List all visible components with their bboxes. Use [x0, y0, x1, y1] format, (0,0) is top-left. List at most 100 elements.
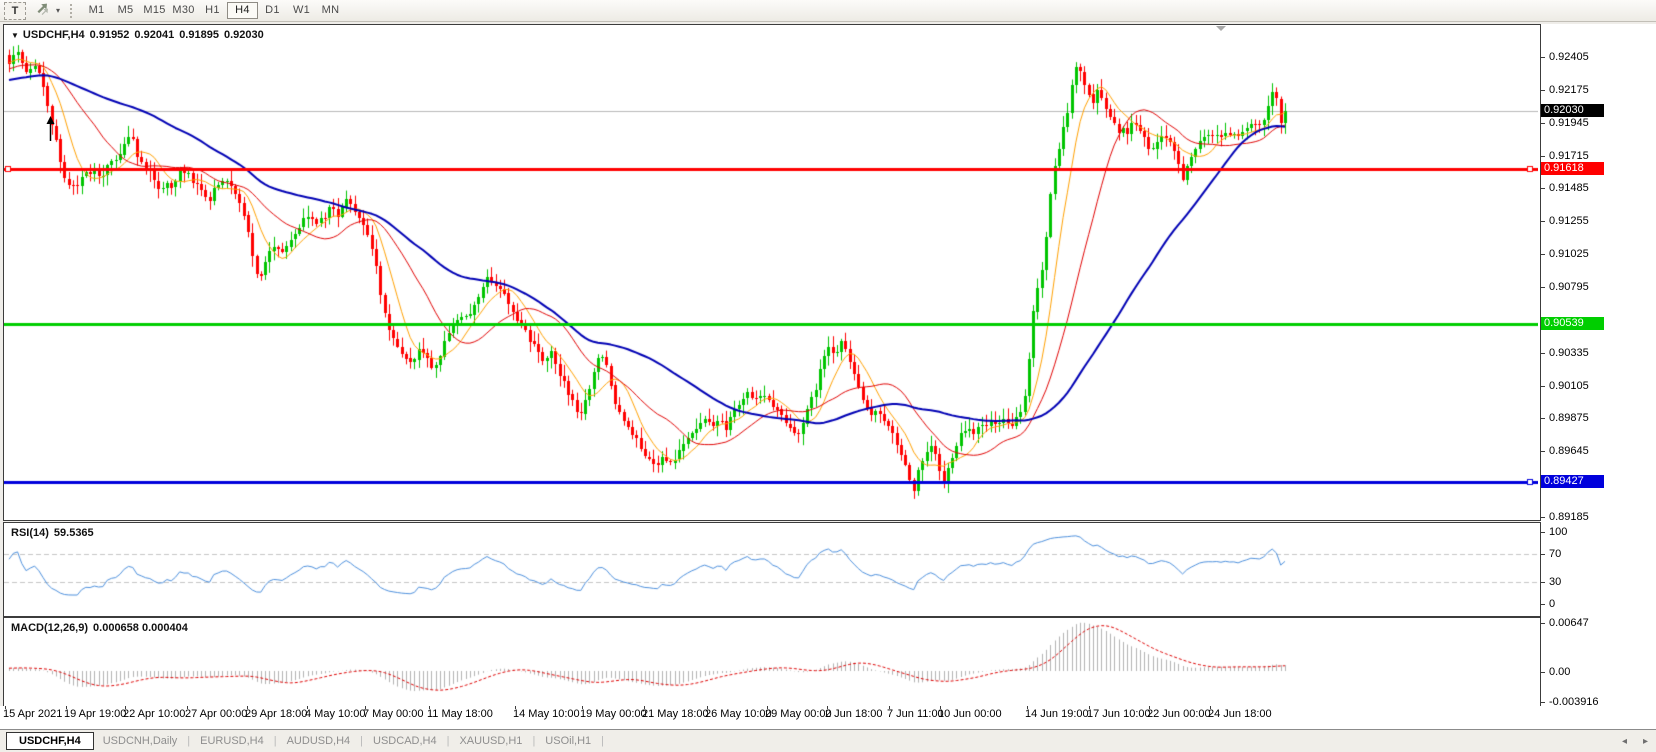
price-axis-label: 0.91255	[1549, 215, 1589, 227]
tab-scroll-right-icon[interactable]: ▸	[1642, 735, 1648, 747]
main-chart-canvas[interactable]	[4, 25, 1538, 518]
pivot-level-badge: 0.90539	[1541, 317, 1604, 330]
time-axis-label: 4 May 10:00	[305, 708, 366, 720]
rsi-canvas[interactable]	[4, 523, 1538, 614]
price-axis-tick	[1541, 517, 1545, 518]
time-axis-tick	[307, 706, 308, 709]
macd-axis-tick	[1541, 702, 1545, 703]
price-axis-label: 0.89185	[1549, 511, 1589, 523]
price-axis-label: 0.91945	[1549, 117, 1589, 129]
rsi-axis-label: 70	[1549, 548, 1562, 560]
time-axis-label: 17 Jun 10:00	[1087, 708, 1151, 720]
chart-tab-audusd-h4[interactable]: AUDUSD,H4	[286, 735, 351, 747]
support-level-badge: 0.89427	[1541, 475, 1604, 488]
up-arrow-annotation[interactable]	[45, 115, 56, 146]
macd-axis-tick	[1541, 623, 1545, 624]
tab-separator: |	[187, 735, 191, 747]
symbol-period-label: USDCHF,H4	[22, 29, 85, 41]
time-axis-tick	[644, 706, 645, 709]
macd-axis-label: -0.003916	[1549, 696, 1599, 708]
toolbar-separator	[70, 3, 74, 18]
chart-tab-usoil-h1[interactable]: USOil,H1	[545, 735, 592, 747]
time-axis-tick	[1210, 706, 1211, 709]
time-axis-tick	[582, 706, 583, 709]
time-axis-tick	[125, 706, 126, 709]
price-axis-label: 0.89875	[1549, 412, 1589, 424]
high-value: 0.92041	[134, 29, 175, 41]
toolbar: T ▾ M1 M5 M15 M30 H1 H4 D1 W1 MN	[0, 0, 1656, 22]
timeframe-button-mn[interactable]: MN	[321, 4, 340, 16]
price-axis-tick	[1541, 90, 1545, 91]
timeframe-button-m15[interactable]: M15	[143, 4, 166, 16]
chart-shift-marker	[1216, 26, 1226, 31]
timeframe-button-m5[interactable]: M5	[117, 4, 134, 16]
price-axis-tick	[1541, 254, 1545, 255]
time-axis-label: 29 Apr 18:00	[245, 708, 308, 720]
price-axis-tick	[1541, 418, 1545, 419]
price-axis-tick	[1541, 353, 1545, 354]
timeframe-button-w1[interactable]: W1	[292, 4, 311, 16]
macd-value: 0.000658 0.000404	[93, 622, 188, 634]
timeframe-button-m30[interactable]: M30	[172, 4, 195, 16]
time-axis-label: 7 Jun 11:00	[887, 708, 944, 720]
rsi-axis-tick	[1541, 582, 1545, 583]
time-axis-label: 14 Jun 19:00	[1025, 708, 1089, 720]
collapse-caret-icon[interactable]: ▼	[11, 31, 19, 40]
time-axis-label: 24 Jun 18:00	[1208, 708, 1272, 720]
chevron-down-icon[interactable]: ▾	[56, 6, 61, 15]
time-axis-tick	[515, 706, 516, 709]
macd-axis-label: 0.00647	[1549, 617, 1589, 629]
time-axis-tick	[767, 706, 768, 709]
timeframe-button-h4[interactable]: H4	[227, 2, 259, 19]
tab-bar: USDCHF,H4 USDCNH,Daily | EURUSD,H4 | AUDUSD,H…	[0, 729, 1656, 752]
main-chart-panel: ▼ USDCHF,H4 0.91952 0.92041 0.91895 0.92030	[3, 24, 1541, 521]
price-axis-tick	[1541, 386, 1545, 387]
macd-axis-label: 0.00	[1549, 666, 1571, 678]
price-axis-label: 0.91025	[1549, 248, 1589, 260]
time-axis-tick	[429, 706, 430, 709]
chart-tab-usdcad-h4[interactable]: USDCAD,H4	[373, 735, 437, 747]
rsi-name: RSI(14)	[11, 527, 49, 539]
price-axis-tick	[1541, 287, 1545, 288]
tab-scrollers: ◂ ▸	[1622, 730, 1648, 752]
rsi-value: 59.5365	[53, 527, 94, 539]
price-axis-tick	[1541, 156, 1545, 157]
time-axis-label: 2 Jun 18:00	[825, 708, 883, 720]
macd-label: MACD(12,26,9) 0.000658 0.000404	[11, 622, 188, 634]
current-price-badge: 0.92030	[1541, 104, 1604, 117]
chart-tab-usdcnh-daily[interactable]: USDCNH,Daily	[102, 735, 178, 747]
tab-scroll-left-icon[interactable]: ◂	[1621, 735, 1627, 747]
time-axis-label: 19 May 00:00	[580, 708, 647, 720]
time-axis-tick	[365, 706, 366, 709]
price-axis-tick	[1541, 123, 1545, 124]
timeframe-button-h1[interactable]: H1	[205, 4, 220, 16]
timeframe-button-m1[interactable]: M1	[88, 4, 105, 16]
price-axis-tick	[1541, 57, 1545, 58]
tab-separator: |	[532, 735, 536, 747]
time-axis-label: 21 May 18:00	[642, 708, 709, 720]
time-axis-label: 26 May 10:00	[705, 708, 772, 720]
rsi-axis-tick	[1541, 532, 1545, 533]
chart-tab-eurusd-h4[interactable]: EURUSD,H4	[200, 735, 264, 747]
price-axis-tick	[1541, 221, 1545, 222]
time-axis-tick	[1089, 706, 1090, 709]
text-tool-button[interactable]: T	[4, 1, 26, 20]
chart-tab-usdchf-h4[interactable]: USDCHF,H4	[6, 732, 94, 750]
rsi-axis-label: 0	[1549, 598, 1556, 610]
time-axis-tick	[247, 706, 248, 709]
timeframe-buttons: M1 M5 M15 M30 H1 H4 D1 W1 MN	[82, 2, 345, 19]
low-value: 0.91895	[179, 29, 219, 41]
arrows-tool-icon	[35, 2, 52, 19]
time-axis-tick	[187, 706, 188, 709]
macd-name: MACD(12,26,9)	[11, 622, 89, 634]
time-axis-tick	[5, 706, 6, 709]
macd-canvas[interactable]	[4, 618, 1538, 704]
arrows-tool-button[interactable]: ▾	[35, 2, 60, 19]
rsi-axis-tick	[1541, 604, 1545, 605]
price-axis-tick	[1541, 451, 1545, 452]
price-axis-label: 0.90335	[1549, 347, 1589, 359]
time-axis-label: 7 May 00:00	[363, 708, 424, 720]
chart-tab-xauusd-h1[interactable]: XAUUSD,H1	[459, 735, 523, 747]
timeframe-button-d1[interactable]: D1	[265, 4, 280, 16]
time-axis-label: 22 Apr 10:00	[123, 708, 186, 720]
